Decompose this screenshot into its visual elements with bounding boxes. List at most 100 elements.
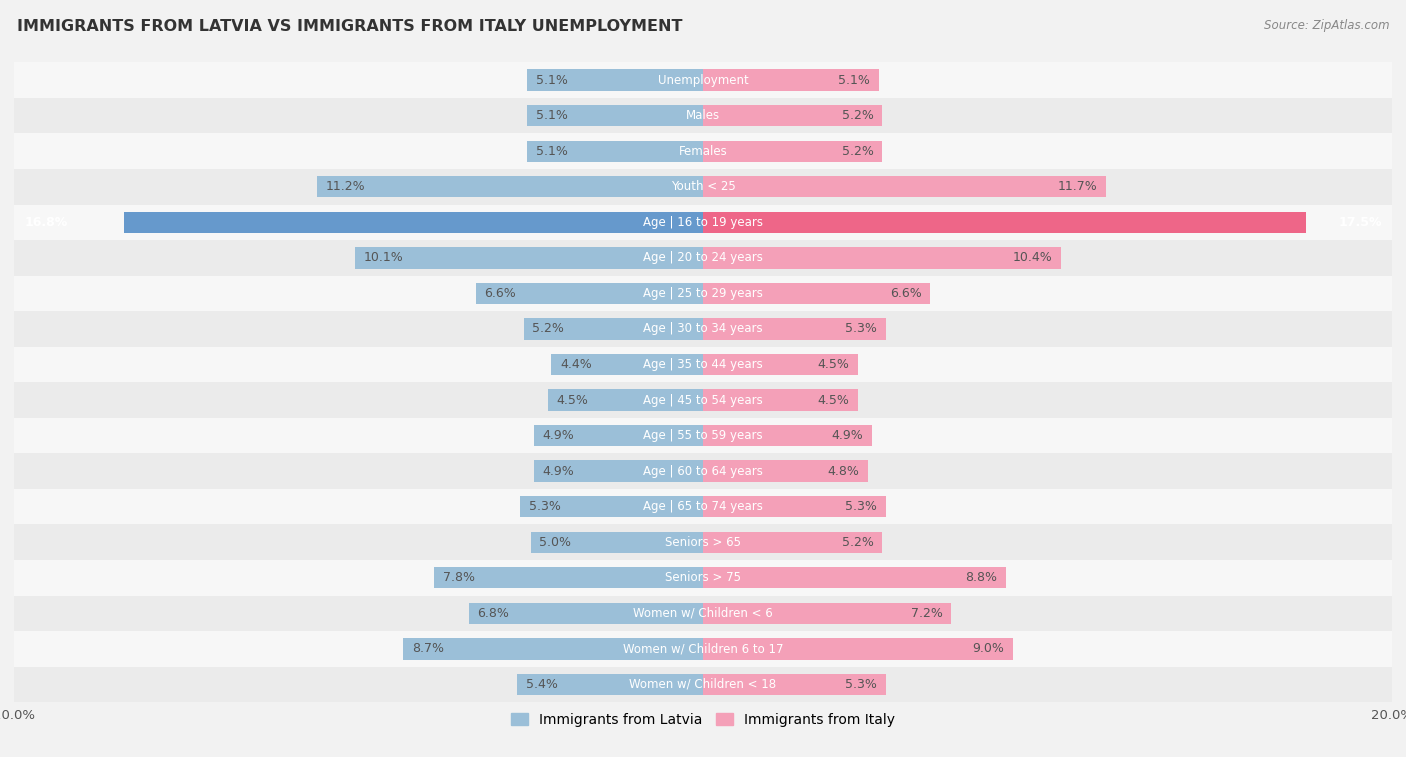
Bar (14, 596, 1392, 631)
Bar (703, 567, 1007, 588)
Text: Age | 55 to 59 years: Age | 55 to 59 years (643, 429, 763, 442)
Text: Age | 25 to 29 years: Age | 25 to 29 years (643, 287, 763, 300)
Bar (14, 347, 1392, 382)
Text: 5.3%: 5.3% (529, 500, 561, 513)
Bar (703, 176, 1107, 198)
Bar (475, 283, 703, 304)
Bar (517, 674, 703, 695)
Bar (14, 560, 1392, 596)
Text: Age | 65 to 74 years: Age | 65 to 74 years (643, 500, 763, 513)
Text: 6.6%: 6.6% (890, 287, 922, 300)
Bar (534, 425, 703, 447)
Text: 7.2%: 7.2% (911, 607, 942, 620)
Text: 5.3%: 5.3% (845, 322, 877, 335)
Bar (527, 105, 703, 126)
Bar (524, 318, 703, 340)
Bar (548, 389, 703, 411)
Text: Age | 20 to 24 years: Age | 20 to 24 years (643, 251, 763, 264)
Text: 10.4%: 10.4% (1012, 251, 1053, 264)
Bar (14, 418, 1392, 453)
Bar (14, 311, 1392, 347)
Text: Women w/ Children 6 to 17: Women w/ Children 6 to 17 (623, 643, 783, 656)
Text: Women w/ Children < 18: Women w/ Children < 18 (630, 678, 776, 691)
Text: 10.1%: 10.1% (364, 251, 404, 264)
Text: Age | 60 to 64 years: Age | 60 to 64 years (643, 465, 763, 478)
Text: 4.9%: 4.9% (831, 429, 863, 442)
Bar (520, 496, 703, 517)
Text: 5.1%: 5.1% (536, 109, 568, 122)
Bar (318, 176, 703, 198)
Text: 6.6%: 6.6% (484, 287, 516, 300)
Text: Age | 30 to 34 years: Age | 30 to 34 years (643, 322, 763, 335)
Bar (356, 248, 703, 269)
Text: 9.0%: 9.0% (973, 643, 1004, 656)
Text: Age | 16 to 19 years: Age | 16 to 19 years (643, 216, 763, 229)
Text: 5.0%: 5.0% (540, 536, 571, 549)
Bar (531, 531, 703, 553)
Bar (703, 70, 879, 91)
Text: 4.9%: 4.9% (543, 429, 575, 442)
Bar (703, 389, 858, 411)
Text: 4.5%: 4.5% (817, 394, 849, 407)
Bar (14, 133, 1392, 169)
Bar (703, 318, 886, 340)
Legend: Immigrants from Latvia, Immigrants from Italy: Immigrants from Latvia, Immigrants from … (506, 707, 900, 733)
Text: 5.4%: 5.4% (526, 678, 557, 691)
Text: Seniors > 75: Seniors > 75 (665, 572, 741, 584)
Text: 5.2%: 5.2% (842, 145, 873, 157)
Text: 8.7%: 8.7% (412, 643, 444, 656)
Text: 5.1%: 5.1% (536, 145, 568, 157)
Bar (14, 62, 1392, 98)
Bar (703, 248, 1062, 269)
Bar (703, 141, 882, 162)
Text: Age | 35 to 44 years: Age | 35 to 44 years (643, 358, 763, 371)
Text: 5.2%: 5.2% (842, 109, 873, 122)
Bar (703, 212, 1306, 233)
Bar (14, 489, 1392, 525)
Bar (14, 240, 1392, 276)
Bar (14, 525, 1392, 560)
Bar (468, 603, 703, 624)
Text: Females: Females (679, 145, 727, 157)
Text: 5.2%: 5.2% (842, 536, 873, 549)
Bar (14, 276, 1392, 311)
Bar (703, 460, 869, 481)
Text: 5.1%: 5.1% (536, 73, 568, 86)
Bar (703, 425, 872, 447)
Text: 4.8%: 4.8% (828, 465, 859, 478)
Bar (434, 567, 703, 588)
Bar (551, 354, 703, 375)
Bar (703, 105, 882, 126)
Bar (534, 460, 703, 481)
Bar (14, 169, 1392, 204)
Text: 6.8%: 6.8% (478, 607, 509, 620)
Text: Seniors > 65: Seniors > 65 (665, 536, 741, 549)
Text: IMMIGRANTS FROM LATVIA VS IMMIGRANTS FROM ITALY UNEMPLOYMENT: IMMIGRANTS FROM LATVIA VS IMMIGRANTS FRO… (17, 19, 682, 34)
Text: 5.2%: 5.2% (533, 322, 564, 335)
Bar (14, 667, 1392, 702)
Text: 8.8%: 8.8% (966, 572, 997, 584)
Text: Source: ZipAtlas.com: Source: ZipAtlas.com (1264, 19, 1389, 32)
Text: Unemployment: Unemployment (658, 73, 748, 86)
Bar (527, 141, 703, 162)
Bar (14, 453, 1392, 489)
Text: 4.5%: 4.5% (557, 394, 589, 407)
Bar (703, 283, 931, 304)
Bar (703, 638, 1012, 659)
Bar (14, 98, 1392, 133)
Text: Youth < 25: Youth < 25 (671, 180, 735, 193)
Bar (703, 674, 886, 695)
Bar (703, 354, 858, 375)
Text: 16.8%: 16.8% (24, 216, 67, 229)
Text: 11.2%: 11.2% (326, 180, 366, 193)
Text: 4.5%: 4.5% (817, 358, 849, 371)
Text: 5.3%: 5.3% (845, 500, 877, 513)
Bar (14, 204, 1392, 240)
Text: 4.4%: 4.4% (560, 358, 592, 371)
Bar (527, 70, 703, 91)
Text: 5.3%: 5.3% (845, 678, 877, 691)
Text: 7.8%: 7.8% (443, 572, 475, 584)
Text: 4.9%: 4.9% (543, 465, 575, 478)
Bar (124, 212, 703, 233)
Text: 5.1%: 5.1% (838, 73, 870, 86)
